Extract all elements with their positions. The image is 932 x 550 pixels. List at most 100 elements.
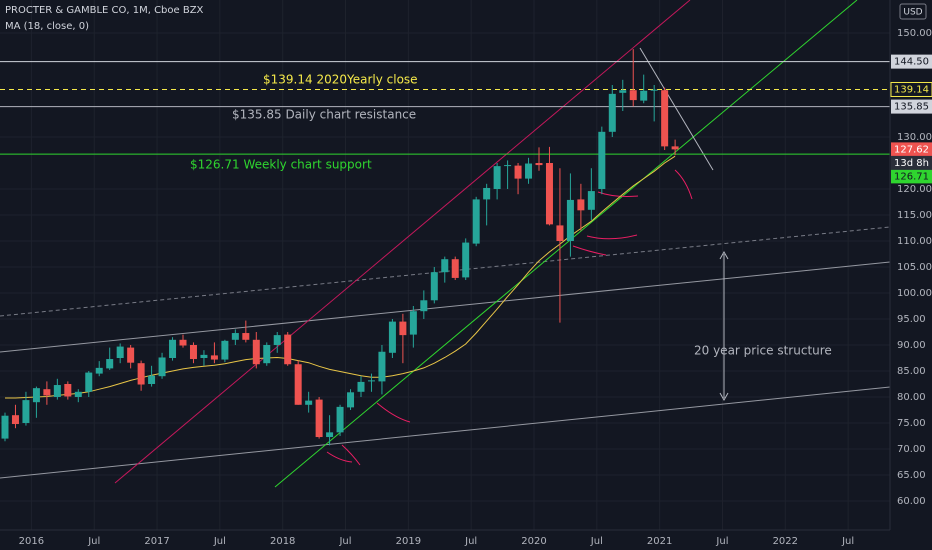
candle-body [252,339,260,365]
y-tick-label: 115.00 [897,210,932,221]
candle-body [493,166,501,190]
annotation: $139.14 2020 [263,73,347,87]
candle-body [640,90,648,101]
currency[interactable]: USD [903,8,922,18]
annotation: Yearly close [346,73,418,87]
candles [1,49,679,446]
level-label: 126.71 [894,171,929,182]
candle-body [158,357,166,377]
x-tick-label: 2019 [396,536,421,547]
candle-body [95,367,103,374]
candle-body [525,163,533,179]
candle-body [263,344,271,364]
y-tick-label: 105.00 [897,262,932,273]
candle-body [661,90,669,147]
candle-body [284,334,292,365]
candle-body [43,389,51,396]
channel-dashed [0,226,891,317]
chart-title: PROCTER & GAMBLE CO, 1M, Cboe BZX [5,5,204,16]
candle-body [504,165,512,167]
candle-body [556,225,564,242]
candle-body [53,385,61,397]
candle-body [545,163,553,225]
candle-body [347,392,355,408]
ma-line [5,155,676,399]
candle-body [598,131,606,190]
candle-body [294,364,302,405]
level-label-box [890,81,932,97]
x-tick-label: Jul [213,536,226,547]
y-tick-label: 110.00 [897,236,932,247]
x-tick-label: Jul [87,536,100,547]
down-trend [639,47,714,171]
annotation: $135.85 Daily chart resistance [232,108,416,122]
x-tick-label: Jul [590,536,603,547]
candle-body [305,400,313,405]
level-label: 135.85 [894,102,929,113]
x-tick-label: Jul [464,536,477,547]
candle-body [367,380,375,382]
channel-upper [0,261,891,353]
green-trend [274,0,858,488]
candle-body [451,259,459,278]
x-tick-label: 2018 [270,536,295,547]
candle-body [399,321,407,336]
arrow-heads [719,250,729,402]
y-tick-label: 75.00 [897,418,926,429]
pink-arrows [326,169,693,466]
pink-trend [114,0,691,484]
candle-body [64,383,72,397]
countdown-label-box [891,155,932,170]
x-tick-label: Jul [715,536,728,547]
y-tick-label: 100.00 [897,288,932,299]
annotation: $126.71 Weekly chart support [190,158,372,172]
candle-body [587,191,595,210]
candle-body [315,399,323,438]
candle-body [1,415,9,439]
candle-body [74,391,82,397]
y-tick-label: 130.00 [897,132,932,143]
candle-body [420,300,428,312]
candle-body [535,163,543,166]
x-tick-label: 2020 [521,536,546,547]
x-tick-label: 2021 [647,536,672,547]
trend-lines [0,0,891,488]
level-label: 144.50 [894,57,929,68]
candle-body [650,89,658,91]
candle-body [326,432,334,438]
candle-body [242,333,250,340]
candle-body [608,93,616,132]
candle-body [148,375,156,384]
candle-body [483,187,491,200]
candle-body [472,199,480,244]
time-axis [0,530,932,550]
candle-body [179,339,187,346]
candle-body [273,335,281,345]
y-tick-label: 150.00 [897,28,932,39]
y-tick-label: 120.00 [897,184,932,195]
currency-box[interactable] [899,3,927,20]
x-tick-label: 2017 [144,536,169,547]
candle-body [169,339,177,358]
last-price-label-box [891,142,932,157]
countdown-label: 13d 8h [894,158,929,169]
candle-body [210,355,218,360]
y-tick-label: 65.00 [897,470,926,481]
candle-body [11,415,19,425]
candle-body [430,272,438,301]
level-label: 139.14 [894,84,929,95]
x-tick-label: 2022 [773,536,798,547]
y-tick-label: 95.00 [897,314,926,325]
candle-body [441,259,449,273]
candle-body [357,381,365,392]
grid [0,0,890,530]
candle-body [409,311,417,335]
level-label-box [891,99,932,114]
candle-body [137,363,145,385]
candle-body [231,333,239,340]
indicator-label: MA (18, close, 0) [5,21,89,32]
candle-body [619,90,627,93]
candle-body [514,165,522,179]
candle-body [22,400,30,423]
